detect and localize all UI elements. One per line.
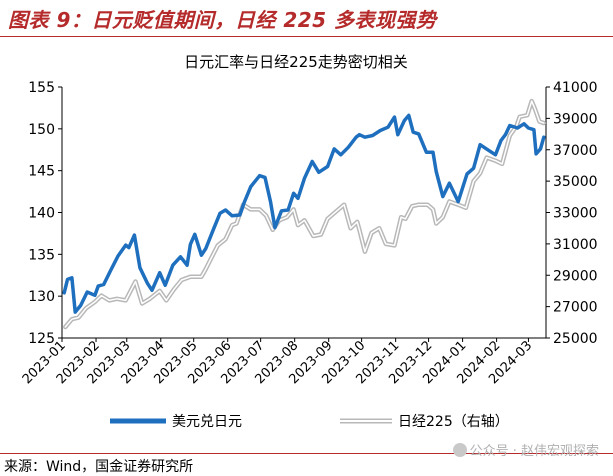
series-line-nikkei (63, 98, 547, 330)
figure-title: 图表 9：日元贬值期间，日经 225 多表现强势 (8, 8, 437, 32)
series-line-usdjpy (62, 113, 546, 314)
chart: 日元汇率与日经225走势密切相关 125 130 135 140 145 150 155 2… (20, 53, 598, 430)
plot-frame (61, 87, 547, 339)
y-left-tick-label: 135 (28, 247, 55, 263)
y-right-tick-label: 35000 (553, 174, 598, 190)
y-right-tick-label: 41000 (553, 80, 598, 96)
x-axis: 2023-012023-022023-032023-042023-052023-… (20, 338, 535, 387)
source-note: 来源：Wind，国金证券研究所 (4, 459, 194, 475)
y-left-tick-label: 150 (28, 122, 55, 138)
y-right-tick-label: 31000 (553, 237, 598, 253)
y-right-tick-label: 37000 (553, 143, 598, 159)
y-left-tick-label: 130 (28, 289, 55, 305)
wechat-icon (452, 442, 467, 457)
y-left-tick-label: 155 (28, 80, 55, 96)
legend-label-usdjpy: 美元兑日元 (172, 414, 242, 430)
chart-title: 日元汇率与日经225走势密切相关 (184, 53, 408, 71)
watermark-text: 公众号 · 赵伟宏观探索 (469, 444, 599, 459)
series-line-nikkei-inner (64, 100, 545, 328)
y-right-tick-label: 39000 (553, 111, 598, 127)
y-left-tick-label: 140 (28, 206, 55, 222)
y-right-tick-label: 25000 (553, 331, 598, 347)
y-left-tick-label: 145 (28, 164, 55, 180)
series-lines (62, 98, 547, 330)
y-left-axis: 125 130 135 140 145 150 155 (28, 80, 62, 347)
y-left-tick-label: 125 (28, 331, 55, 347)
y-right-tick-label: 29000 (553, 268, 598, 284)
y-right-tick-label: 33000 (553, 206, 598, 222)
y-right-tick-label: 27000 (553, 300, 598, 316)
y-right-axis: 25000 27000 29000 31000 33000 35000 37000 39000… (546, 80, 598, 347)
source-divider (0, 453, 613, 454)
legend-label-nikkei: 日经225（右轴） (398, 414, 509, 430)
watermark: 公众号 · 赵伟宏观探索 (452, 440, 599, 459)
legend: 美元兑日元 日经225（右轴） (110, 414, 509, 430)
title-divider (0, 36, 613, 37)
